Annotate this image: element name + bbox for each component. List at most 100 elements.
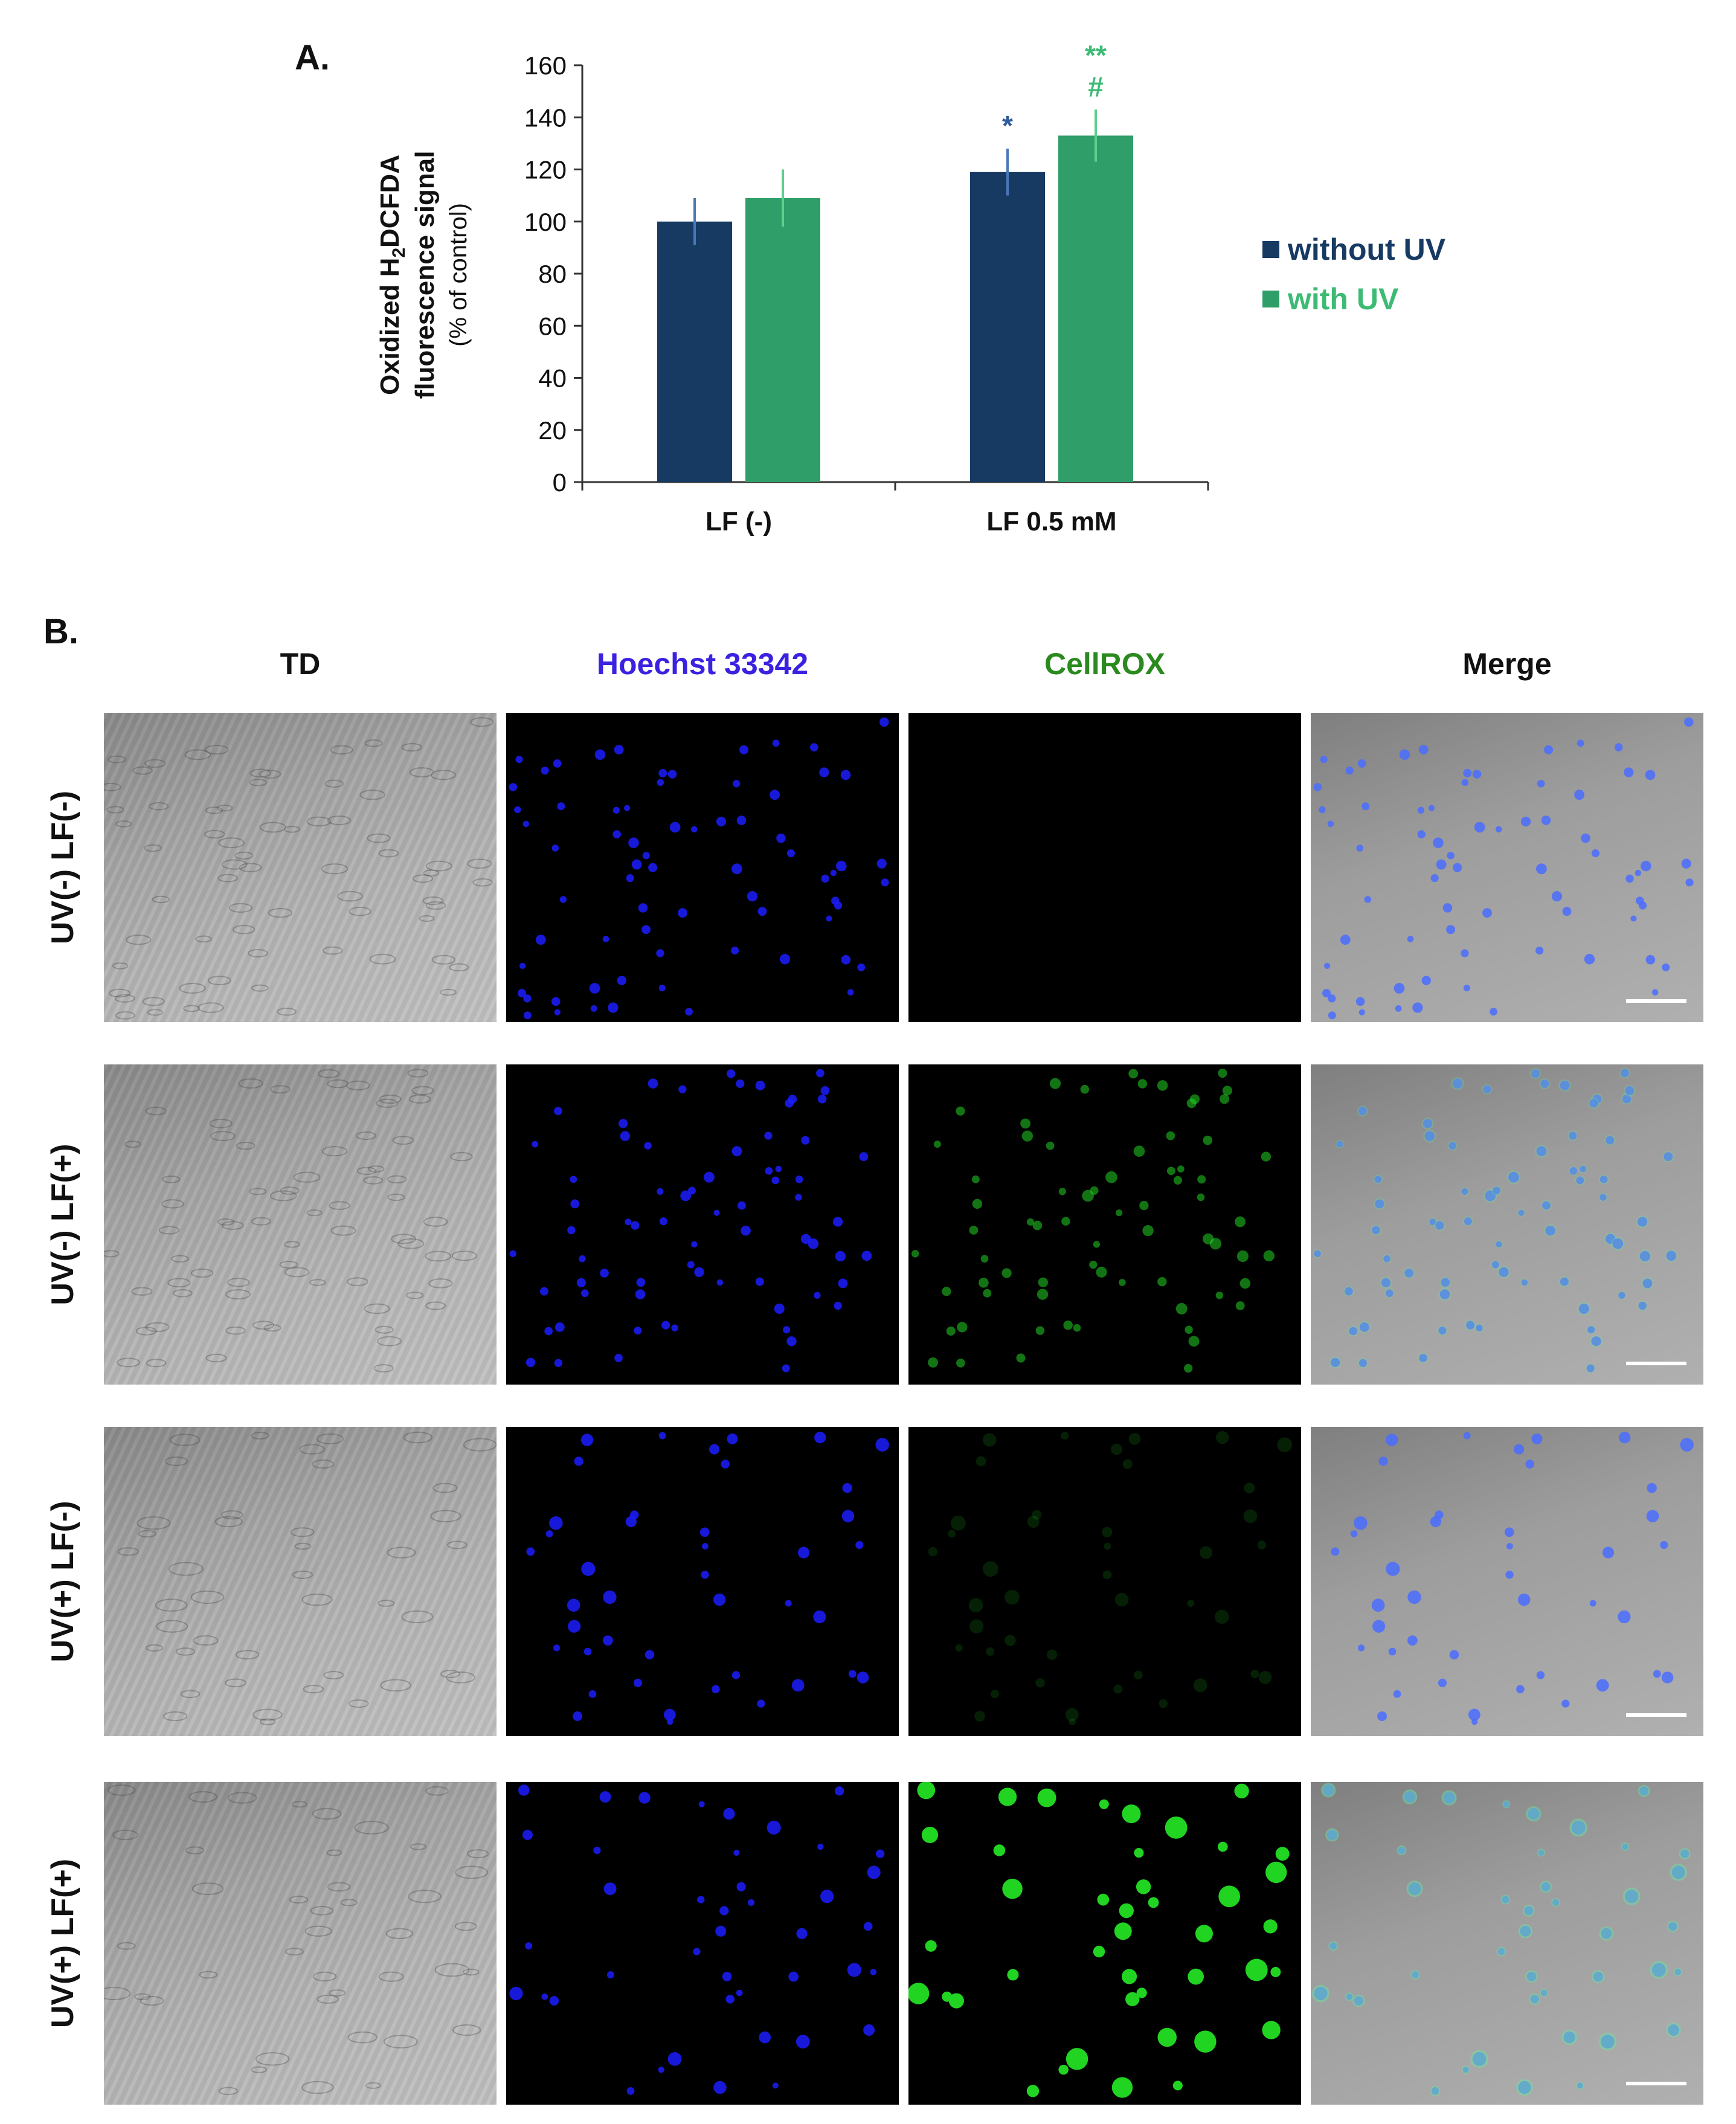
cell-outline <box>259 1718 276 1725</box>
ros-signal <box>1441 1790 1457 1806</box>
cell-outline <box>411 1086 434 1096</box>
ros-signal <box>1032 1510 1042 1520</box>
cell-outline <box>158 1226 180 1235</box>
cell-outline <box>321 863 349 875</box>
nucleus <box>786 849 796 858</box>
cell-outline <box>227 1792 257 1804</box>
bar <box>745 198 820 482</box>
ros-signal <box>1438 1287 1451 1301</box>
nucleus <box>1314 1250 1321 1258</box>
nucleus <box>1385 1289 1394 1298</box>
cell-outline <box>162 1175 181 1183</box>
cell-outline <box>193 1635 219 1646</box>
nucleus <box>832 1217 843 1227</box>
cell-outline <box>346 1277 368 1287</box>
cell-outline <box>408 1890 442 1904</box>
nucleus <box>770 790 780 800</box>
nucleus <box>657 779 664 787</box>
cell-outline <box>108 1784 136 1796</box>
cell-outline <box>131 1287 153 1296</box>
nucleus <box>1586 1364 1595 1373</box>
nucleus <box>857 1672 869 1684</box>
cell-outline <box>218 2087 239 2096</box>
ros-signal <box>1567 1130 1578 1141</box>
ros-signal <box>1636 1215 1649 1229</box>
nucleus <box>1569 1167 1578 1175</box>
nucleus <box>834 1786 844 1796</box>
ros-signal <box>1245 1958 1268 1981</box>
nucleus <box>716 1279 724 1286</box>
cell-outline <box>104 1986 131 2000</box>
ros-signal <box>1090 1186 1099 1195</box>
nucleus <box>820 1086 830 1095</box>
nucleus <box>1621 1069 1629 1078</box>
nucleus <box>1619 1431 1631 1444</box>
nucleus <box>555 1322 565 1332</box>
cell-layer <box>908 1782 1290 2098</box>
x-categories: LF (-) LF 0.5 mM <box>706 507 1117 536</box>
nucleus <box>589 983 600 994</box>
cell-outline <box>112 962 129 970</box>
cell-layer <box>117 1431 497 1725</box>
nucleus <box>1624 767 1634 777</box>
ros-signal <box>1662 1150 1674 1163</box>
ros-signal <box>1111 1443 1122 1455</box>
cell-outline <box>306 1209 323 1217</box>
nucleus <box>678 1085 687 1093</box>
nucleus <box>1464 1217 1472 1226</box>
nucleus <box>1374 1176 1382 1183</box>
nucleus <box>612 830 621 838</box>
cell-outline <box>330 1225 356 1236</box>
ros-signal <box>917 1782 936 1800</box>
cell-outline <box>239 863 262 872</box>
ros-signal <box>1502 1800 1511 1809</box>
ros-signal <box>1037 1788 1056 1807</box>
nucleus <box>631 859 642 870</box>
nucleus <box>603 1882 617 1896</box>
ros-signal <box>946 1326 956 1336</box>
cell-outline <box>217 1218 235 1226</box>
nucleus <box>1474 822 1485 833</box>
ros-signal <box>979 1277 989 1288</box>
cell-outline <box>410 1843 426 1850</box>
ros-signal <box>1321 1783 1336 1798</box>
cell-outline <box>452 2024 481 2036</box>
y-axis-label-line2: fluorescence signal <box>410 151 440 399</box>
cell-outline <box>397 1238 425 1249</box>
cell-outline <box>180 1690 201 1699</box>
ros-signal <box>1586 1325 1596 1335</box>
ros-signal <box>1447 1141 1458 1151</box>
nucleus <box>723 1807 735 1820</box>
ros-signal <box>921 1826 939 1844</box>
nucleus <box>614 745 624 755</box>
ros-signal <box>1134 1670 1143 1680</box>
cell-outline <box>403 1431 432 1444</box>
cell-outline <box>425 1786 449 1796</box>
ros-signal <box>1551 1898 1560 1907</box>
cell-outline <box>285 1948 304 1956</box>
cell-outline <box>310 1906 334 1916</box>
ros-signal <box>1474 1323 1484 1333</box>
nucleus <box>876 858 887 869</box>
nucleus <box>1350 1530 1358 1537</box>
nucleus <box>1438 1327 1447 1335</box>
nucleus <box>771 1176 780 1185</box>
ros-signal <box>1437 1325 1448 1336</box>
ros-signal <box>971 1175 980 1183</box>
nucleus <box>1591 1336 1601 1347</box>
ros-signal <box>1666 2023 1681 2038</box>
nucleus <box>551 845 559 852</box>
nucleus <box>814 1431 826 1444</box>
nucleus <box>1429 1218 1436 1226</box>
nucleus <box>1430 874 1439 883</box>
cell-outline <box>144 759 166 768</box>
cell-outline <box>169 1434 201 1446</box>
nucleus <box>1605 1234 1616 1244</box>
nucleus <box>1336 1141 1343 1148</box>
nucleus <box>1540 1079 1549 1088</box>
ros-signal <box>1461 2065 1470 2074</box>
nucleus <box>1614 743 1623 751</box>
nucleus <box>603 1635 613 1646</box>
cell-outline <box>191 1882 224 1896</box>
cell-outline <box>109 988 130 998</box>
